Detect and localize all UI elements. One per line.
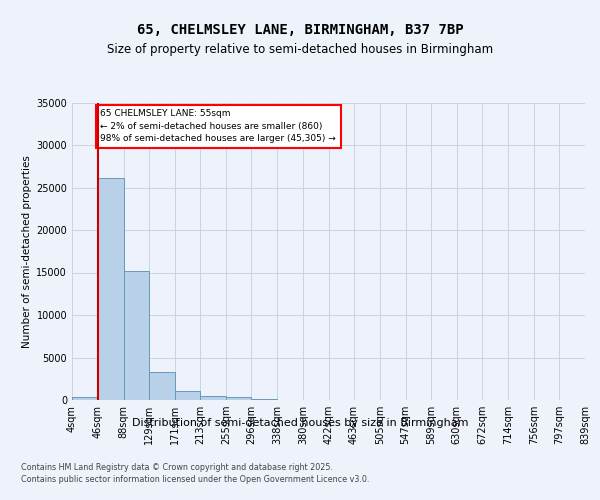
Bar xyxy=(98,178,124,400)
Text: Contains public sector information licensed under the Open Government Licence v3: Contains public sector information licen… xyxy=(21,476,370,484)
Text: 65, CHELMSLEY LANE, BIRMINGHAM, B37 7BP: 65, CHELMSLEY LANE, BIRMINGHAM, B37 7BP xyxy=(137,22,463,36)
Bar xyxy=(251,399,277,400)
Bar xyxy=(226,397,251,400)
Text: 65 CHELMSLEY LANE: 55sqm
← 2% of semi-detached houses are smaller (860)
98% of s: 65 CHELMSLEY LANE: 55sqm ← 2% of semi-de… xyxy=(100,110,336,144)
Bar xyxy=(72,396,98,400)
Bar xyxy=(149,372,175,400)
Text: Contains HM Land Registry data © Crown copyright and database right 2025.: Contains HM Land Registry data © Crown c… xyxy=(21,463,333,472)
Bar xyxy=(175,391,200,400)
Text: Size of property relative to semi-detached houses in Birmingham: Size of property relative to semi-detach… xyxy=(107,42,493,56)
Text: Distribution of semi-detached houses by size in Birmingham: Distribution of semi-detached houses by … xyxy=(132,418,468,428)
Y-axis label: Number of semi-detached properties: Number of semi-detached properties xyxy=(22,155,32,348)
Bar xyxy=(124,271,149,400)
Bar xyxy=(200,396,226,400)
